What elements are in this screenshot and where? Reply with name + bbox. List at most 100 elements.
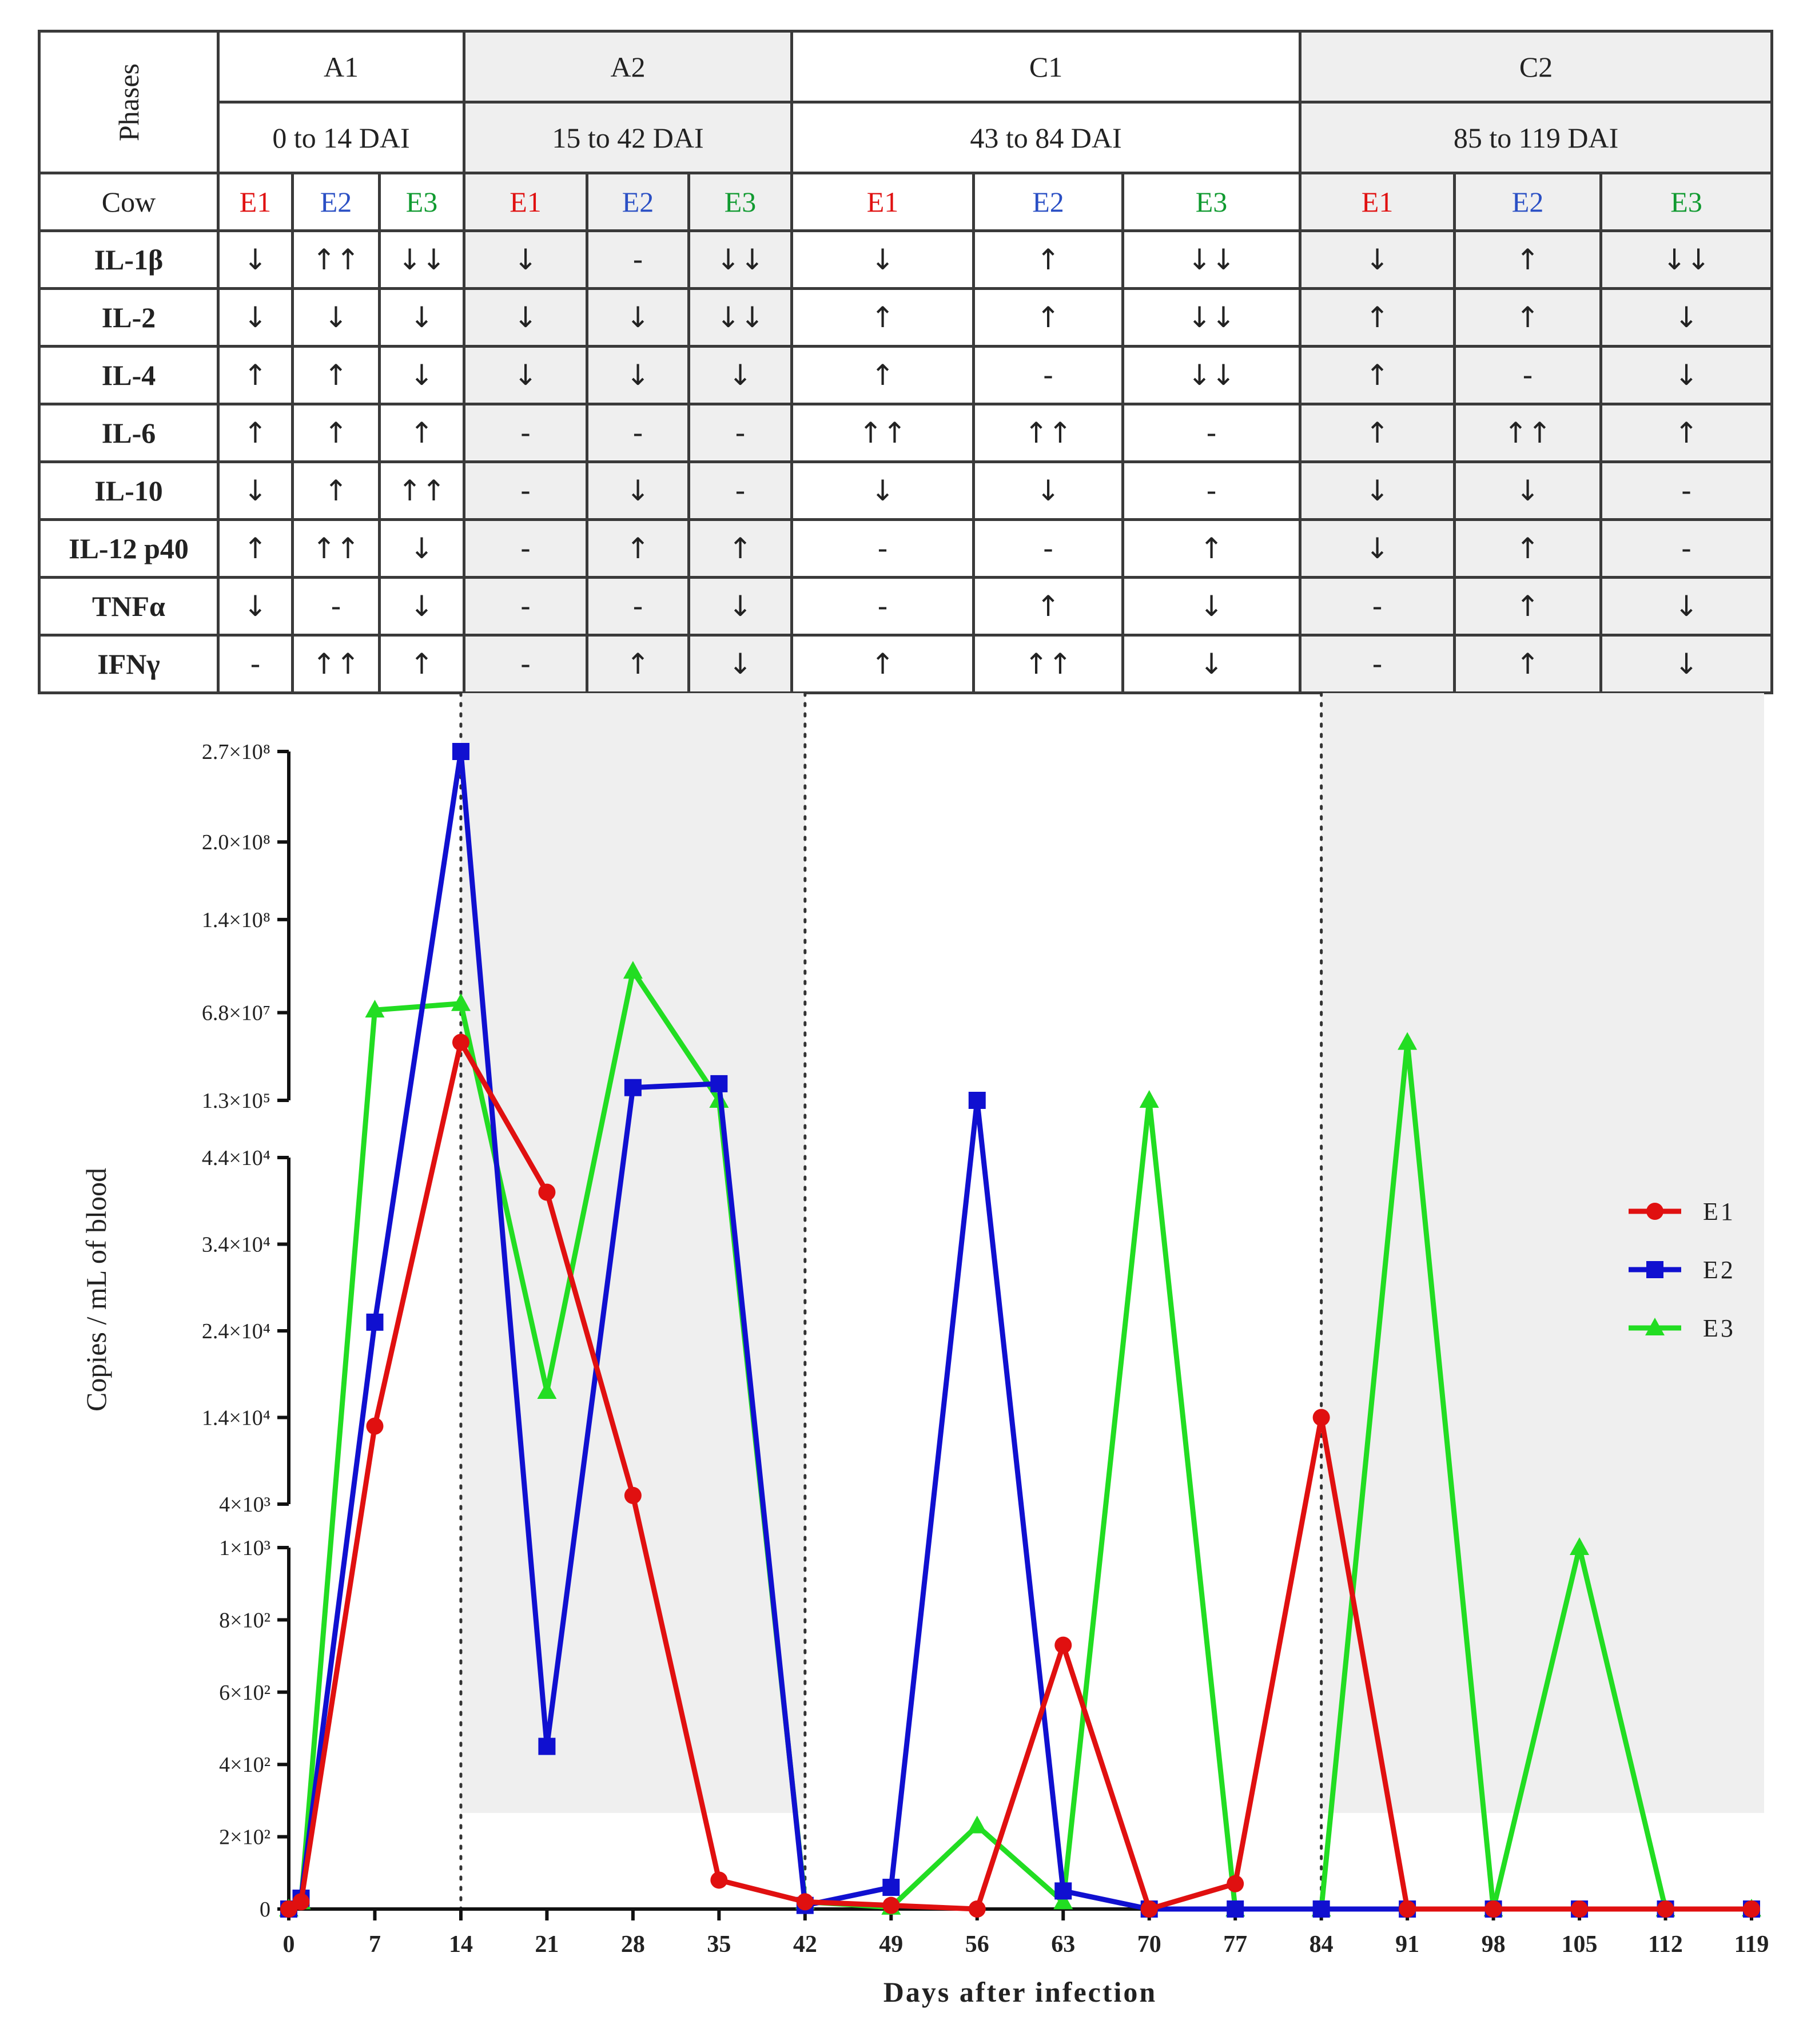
cytokine-change-cell: ↓ [586,345,691,405]
y-tick-label: 1.3×10⁵ [202,1089,270,1113]
cytokine-change-cell: ↑ [217,345,294,405]
cytokine-change-cell: - [1299,634,1456,694]
data-point [1227,1875,1244,1892]
x-tick-label: 70 [1137,1931,1161,1958]
cow-header: E3 [377,172,466,232]
cytokine-change-cell: ↑ [291,345,381,405]
table-row: IL-10 ↓ ↑ ↑↑ - ↓ - ↓ ↓ - ↓ ↓ - [38,460,1774,521]
phase-range: 85 to 119 DAI [1299,101,1774,174]
cytokine-change-cell: ↑ [687,518,794,579]
cytokine-change-cell: ↑ [1453,229,1603,290]
cytokine-label: IL-4 [38,345,220,405]
x-tick-label: 7 [369,1931,381,1958]
y-tick-label: 2×10² [219,1826,270,1850]
table-row: IL-12 p40 ↑ ↑↑ ↓ - ↑ ↑ - - ↑ ↓ ↑ - [38,518,1774,579]
cytokine-change-cell: - [790,518,976,579]
cytokine-change-cell: ↓ [1599,576,1774,637]
cytokine-change-cell: ↓ [463,229,589,290]
cytokine-change-cell: ↓ [790,229,976,290]
legend-label: E3 [1703,1314,1736,1342]
phase-name: C2 [1299,30,1774,104]
data-point [451,993,471,1011]
cytokine-change-cell: ↑ [291,460,381,521]
cow-header: E2 [586,172,691,232]
phase-name: C1 [790,30,1302,104]
data-point [1312,1409,1330,1426]
cytokine-change-cell: - [972,345,1125,405]
cytokine-change-cell: ↓ [463,345,589,405]
legend-label: E1 [1703,1198,1736,1226]
cytokine-change-cell: ↓↓ [1121,229,1302,290]
cytokine-label: IL-12 p40 [38,518,220,579]
phases-header: Phases [38,30,220,174]
x-tick-label: 0 [283,1931,295,1958]
cytokine-change-cell: ↑ [1453,518,1603,579]
cytokine-change-cell: ↓ [586,287,691,348]
data-point [882,1896,900,1914]
y-tick-label: 4×10³ [219,1493,270,1517]
cytokine-change-cell: ↑↑ [291,518,381,579]
cytokine-change-cell: ↓ [1121,576,1302,637]
cytokine-label: IL-6 [38,403,220,463]
data-point [1646,1261,1663,1278]
data-point [968,1092,986,1109]
cytokine-change-cell: ↑ [1121,518,1302,579]
x-tick-label: 35 [707,1931,731,1958]
y-tick-label: 2.7×10⁸ [202,740,270,764]
cytokine-change-cell: - [687,460,794,521]
data-point [624,1079,642,1096]
cytokine-change-cell: ↑↑ [291,229,381,290]
cytokine-change-cell: ↑ [1453,576,1603,637]
cytokine-change-cell: - [463,576,589,637]
cytokine-change-cell: ↑ [586,518,691,579]
data-point [968,1900,986,1918]
data-point [1645,1318,1665,1335]
cytokine-change-cell: ↓ [1299,229,1456,290]
x-tick-label: 91 [1395,1931,1419,1958]
cytokine-change-cell: ↓↓ [687,287,794,348]
cytokine-change-cell: ↑ [1299,403,1456,463]
cytokine-change-cell: ↑↑ [1453,403,1603,463]
x-tick-label: 98 [1482,1931,1506,1958]
x-tick-label: 28 [621,1931,645,1958]
legend-label: E2 [1703,1256,1736,1284]
data-point [1570,1537,1590,1555]
cytokine-change-cell: - [1121,403,1302,463]
x-tick-label: 49 [879,1931,903,1958]
cytokine-table: Phases A1 A2 C1 C2 0 to 14 DAI 15 to 42 DAI 43 … [38,30,1774,694]
x-tick-label: 84 [1310,1931,1334,1958]
cytokine-change-cell: ↑ [377,403,466,463]
cytokine-change-cell: ↓ [586,460,691,521]
data-point [710,1075,728,1092]
cytokine-change-cell: ↑↑ [377,460,466,521]
cytokine-change-cell: - [463,634,589,694]
cytokine-change-cell: - [1599,460,1774,521]
table-row: IL-6 ↑ ↑ ↑ - - - ↑↑ ↑↑ - ↑ ↑↑ ↑ [38,403,1774,463]
cytokine-label: IFNγ [38,634,220,694]
cytokine-change-cell: - [217,634,294,694]
y-tick-label: 0 [260,1898,270,1922]
y-tick-label: 1.4×10⁴ [202,1406,270,1430]
viral-load-chart: 0 2×10² 4×10² 6×10² 8×10² 1×10³ 4×10³ 1.4×10⁴ 2.… [80,691,1769,2008]
data-point [452,1033,469,1051]
cytokine-change-cell: - [291,576,381,637]
data-point [1646,1203,1663,1220]
cytokine-change-cell: ↓↓ [1121,287,1302,348]
data-point [1484,1900,1502,1918]
cytokine-change-cell: ↑↑ [972,403,1125,463]
cytokine-label: IL-2 [38,287,220,348]
cytokine-change-cell: - [1599,518,1774,579]
phase-range: 43 to 84 DAI [790,101,1302,174]
cytokine-change-cell: ↓ [1121,634,1302,694]
x-tick-label: 56 [965,1931,989,1958]
legend-entry-e2: E2 [1629,1256,1736,1284]
data-point [796,1893,814,1911]
cytokine-change-cell: ↓ [217,460,294,521]
table-row: IL-1β ↓ ↑↑ ↓↓ ↓ - ↓↓ ↓ ↑ ↓↓ ↓ ↑ ↓↓ [38,229,1774,290]
x-tick-label: 14 [449,1931,473,1958]
data-point [1571,1900,1589,1918]
series-e1 [280,1033,1760,1918]
cow-header: E3 [687,172,794,232]
cytokine-change-cell: ↓ [291,287,381,348]
cytokine-change-cell: ↓ [463,287,589,348]
